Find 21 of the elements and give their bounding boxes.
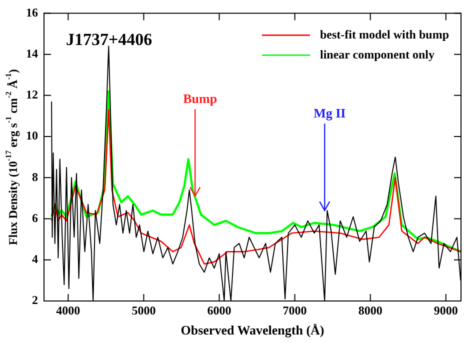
x-tick-label: 8000	[358, 303, 382, 318]
x-axis-title: Observed Wavelength (Å)	[180, 322, 324, 338]
y-tick-label: 2	[32, 293, 38, 308]
y-tick-label: 12	[26, 88, 38, 102]
y-tick-label: 8	[32, 170, 38, 184]
text: J1737+4406	[66, 30, 152, 50]
annotation: Bump	[183, 91, 218, 106]
x-tick-label: 4000	[56, 303, 80, 318]
y-tick-label: 10	[26, 128, 38, 143]
legend-label: best-fit model with bump	[320, 27, 450, 42]
y-tick-label: 16	[26, 5, 38, 20]
y-tick-label: 6	[32, 210, 38, 225]
x-tick-label: 5000	[132, 303, 156, 318]
x-tick-label: 7000	[282, 303, 307, 318]
x-tick-label: 6000	[207, 303, 232, 318]
y-tick-label: 14	[26, 46, 38, 60]
y-tick-label: 4	[32, 252, 38, 266]
legend-label: linear component only	[320, 47, 434, 62]
x-tick-label: 9000	[434, 303, 458, 318]
annotation: Mg II	[314, 106, 346, 121]
text: Flux Density (10-17 erg s-1 cm-2 Å-1)	[4, 69, 20, 246]
